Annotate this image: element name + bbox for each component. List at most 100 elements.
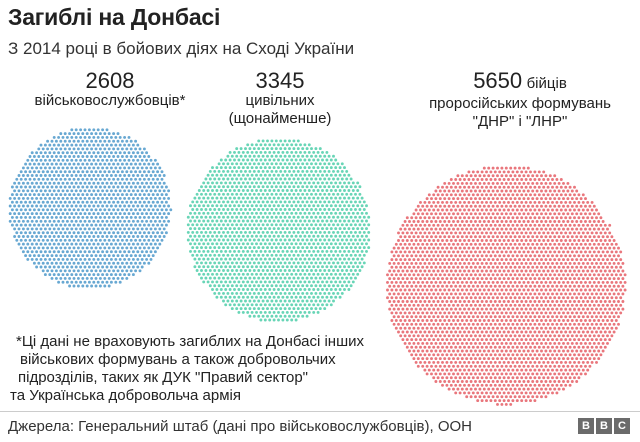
dot — [482, 181, 486, 185]
dot — [500, 311, 504, 315]
dot — [239, 261, 243, 265]
dot — [601, 220, 605, 223]
dot — [316, 227, 320, 231]
dot — [252, 169, 256, 173]
dot — [65, 265, 69, 269]
dot — [430, 265, 433, 269]
dot — [228, 211, 232, 215]
dot — [416, 334, 420, 338]
dot — [559, 246, 563, 250]
dot — [518, 273, 521, 277]
dot — [412, 296, 416, 300]
dot — [599, 269, 603, 273]
dot — [250, 257, 254, 261]
dot — [48, 235, 52, 238]
dot — [270, 230, 274, 234]
dot — [270, 215, 274, 219]
dot — [555, 292, 559, 296]
dot — [314, 162, 318, 166]
dot — [285, 257, 289, 261]
dot — [215, 265, 219, 269]
dot — [515, 178, 519, 181]
dot — [147, 215, 151, 219]
dot — [303, 257, 307, 261]
dot — [96, 227, 100, 231]
dot — [577, 239, 581, 242]
dot — [74, 196, 78, 200]
dot — [566, 235, 570, 239]
dot — [259, 310, 263, 314]
dot — [581, 269, 585, 273]
dot — [575, 220, 579, 223]
dot — [224, 181, 228, 185]
dot — [612, 307, 616, 311]
dot — [577, 223, 581, 227]
dot — [299, 303, 302, 307]
dot — [259, 288, 263, 291]
dot — [513, 174, 517, 178]
dot — [92, 151, 96, 155]
dot — [610, 280, 614, 284]
dot — [292, 200, 296, 204]
dot — [502, 239, 506, 242]
dot — [81, 208, 85, 212]
dot — [294, 143, 298, 147]
dot — [79, 273, 83, 277]
dot — [533, 239, 537, 242]
dot — [85, 269, 89, 273]
dot — [544, 303, 548, 307]
dot — [35, 235, 39, 238]
dot — [109, 257, 113, 261]
dot — [390, 258, 394, 262]
dot — [581, 307, 585, 311]
dot — [410, 345, 414, 349]
dot — [427, 193, 431, 197]
dot — [465, 303, 469, 307]
dot — [72, 269, 76, 273]
dot — [524, 300, 528, 303]
dot — [153, 242, 157, 246]
dot — [81, 193, 85, 197]
dot — [63, 261, 67, 265]
dot — [595, 216, 598, 220]
dot — [222, 253, 225, 257]
dot — [228, 219, 232, 223]
dot — [562, 181, 565, 185]
dot — [360, 211, 364, 215]
dot — [463, 185, 466, 189]
dot — [343, 272, 346, 276]
dot — [90, 170, 94, 174]
dot — [441, 300, 444, 303]
dot — [257, 154, 261, 158]
dot — [465, 242, 469, 246]
dot — [416, 326, 420, 330]
dot — [456, 303, 460, 307]
dot — [127, 250, 131, 254]
dot — [250, 181, 254, 185]
dot — [48, 242, 52, 246]
dot — [310, 215, 313, 219]
dot — [46, 193, 50, 197]
dot — [513, 288, 517, 292]
dot — [13, 219, 17, 223]
dot — [74, 128, 78, 132]
dot — [72, 238, 76, 242]
dot — [90, 193, 94, 197]
dot — [566, 265, 570, 269]
dot — [318, 147, 322, 151]
dot — [123, 257, 127, 261]
dot — [50, 193, 54, 197]
dot — [57, 257, 61, 261]
dot — [540, 341, 543, 345]
dot — [35, 181, 39, 185]
dot — [83, 174, 87, 177]
dot — [498, 269, 502, 273]
dot — [307, 288, 311, 291]
dot — [32, 200, 36, 204]
dot — [281, 249, 285, 253]
dot — [349, 223, 353, 227]
dot — [559, 231, 563, 235]
dot — [131, 235, 135, 238]
dot — [116, 269, 120, 273]
dot — [314, 307, 318, 311]
